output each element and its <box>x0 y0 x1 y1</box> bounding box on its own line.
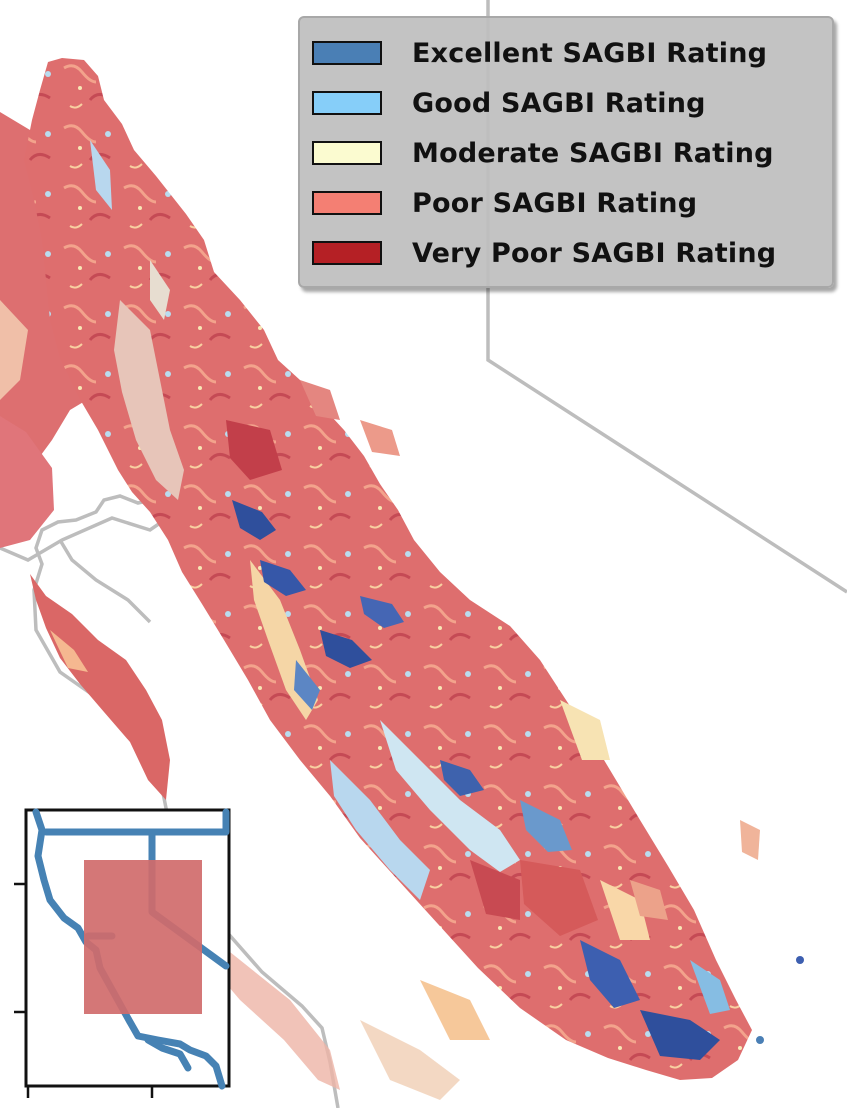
central-valley-region <box>24 58 752 1080</box>
map-legend: Excellent SAGBI Rating Good SAGBI Rating… <box>298 16 834 288</box>
inset-ticks <box>14 882 154 1098</box>
legend-entry-moderate: Moderate SAGBI Rating <box>312 128 832 178</box>
legend-swatch-very-poor <box>312 241 382 265</box>
legend-entry-excellent: Excellent SAGBI Rating <box>312 28 832 78</box>
legend-swatch-poor <box>312 191 382 215</box>
legend-label-excellent: Excellent SAGBI Rating <box>412 37 768 69</box>
legend-label-good: Good SAGBI Rating <box>412 87 706 119</box>
legend-entry-good: Good SAGBI Rating <box>312 78 832 128</box>
legend-swatch-moderate <box>312 141 382 165</box>
legend-swatch-excellent <box>312 41 382 65</box>
legend-label-very-poor: Very Poor SAGBI Rating <box>412 237 777 269</box>
legend-label-moderate: Moderate SAGBI Rating <box>412 137 774 169</box>
legend-swatch-good <box>312 91 382 115</box>
legend-entry-very-poor: Very Poor SAGBI Rating <box>312 228 832 278</box>
legend-entry-poor: Poor SAGBI Rating <box>312 178 832 228</box>
legend-label-poor: Poor SAGBI Rating <box>412 187 698 219</box>
inset-extent-box <box>84 860 202 1014</box>
inset-north-border <box>42 808 230 836</box>
locator-inset-map <box>14 808 231 1098</box>
